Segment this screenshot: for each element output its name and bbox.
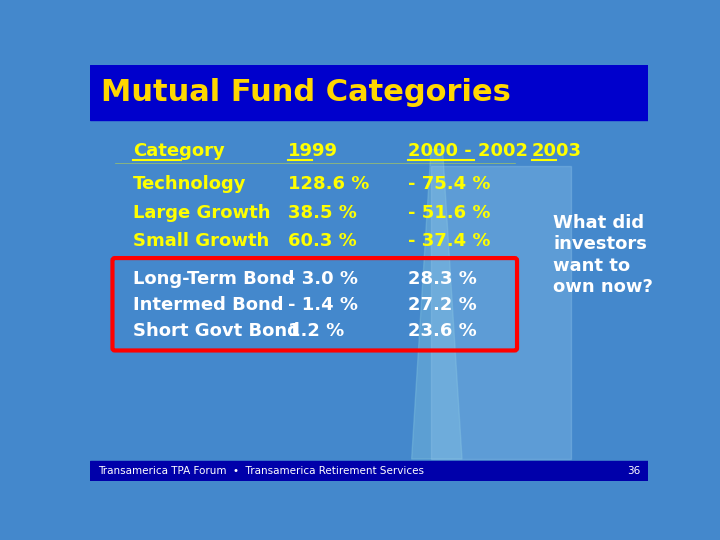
Text: - 3.0 %: - 3.0 % bbox=[287, 270, 358, 288]
Text: Small Growth: Small Growth bbox=[132, 232, 269, 250]
Text: 28.3 %: 28.3 % bbox=[408, 270, 477, 288]
Text: Large Growth: Large Growth bbox=[132, 204, 270, 221]
Text: 60.3 %: 60.3 % bbox=[287, 232, 356, 250]
Text: What did: What did bbox=[554, 214, 644, 232]
Text: 36: 36 bbox=[627, 465, 640, 476]
Text: - 1.4 %: - 1.4 % bbox=[287, 296, 358, 314]
Bar bbox=[90, 461, 648, 481]
Bar bbox=[431, 166, 570, 459]
Text: 23.6 %: 23.6 % bbox=[408, 322, 477, 340]
Text: investors: investors bbox=[554, 235, 647, 253]
Text: Mutual Fund Categories: Mutual Fund Categories bbox=[101, 78, 510, 107]
Bar bbox=[90, 65, 648, 120]
Text: 38.5 %: 38.5 % bbox=[287, 204, 356, 221]
Text: 128.6 %: 128.6 % bbox=[287, 175, 369, 193]
Text: Category: Category bbox=[132, 142, 225, 160]
Text: own now?: own now? bbox=[554, 278, 653, 296]
Text: 2003: 2003 bbox=[532, 142, 582, 160]
Text: Transamerica TPA Forum  •  Transamerica Retirement Services: Transamerica TPA Forum • Transamerica Re… bbox=[98, 465, 424, 476]
Text: Short Govt Bond: Short Govt Bond bbox=[132, 322, 300, 340]
Text: Long-Term Bond: Long-Term Bond bbox=[132, 270, 294, 288]
Text: 2000 - 2002: 2000 - 2002 bbox=[408, 142, 528, 160]
Text: want to: want to bbox=[554, 256, 631, 275]
Text: - 51.6 %: - 51.6 % bbox=[408, 204, 490, 221]
Text: 1.2 %: 1.2 % bbox=[287, 322, 344, 340]
Text: Technology: Technology bbox=[132, 175, 246, 193]
Text: - 75.4 %: - 75.4 % bbox=[408, 175, 490, 193]
Text: 1999: 1999 bbox=[287, 142, 338, 160]
Text: - 37.4 %: - 37.4 % bbox=[408, 232, 490, 250]
Text: Intermed Bond: Intermed Bond bbox=[132, 296, 283, 314]
Polygon shape bbox=[412, 150, 462, 459]
Text: 27.2 %: 27.2 % bbox=[408, 296, 477, 314]
